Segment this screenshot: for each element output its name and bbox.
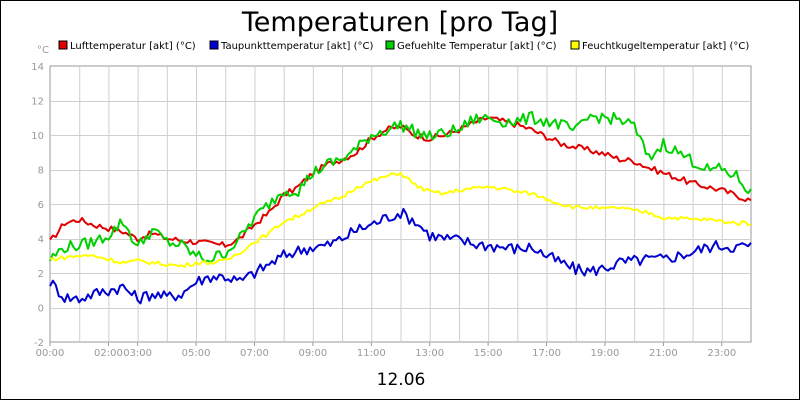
y-tick-label: -2	[34, 338, 44, 349]
series-line	[49, 207, 752, 305]
x-tick-label: 17:00	[532, 348, 561, 359]
y-axis-ticks: -2 0 2 4 6 8 10 12 14	[31, 62, 44, 349]
x-tick-label: 11:00	[357, 348, 386, 359]
x-tick-label: 05:00	[182, 348, 211, 359]
series-line	[49, 171, 752, 268]
y-tick-label: 8	[38, 166, 44, 177]
legend-item: Gefuehlte Temperatur [akt] (°C)	[385, 40, 557, 52]
legend-swatch	[570, 40, 580, 50]
x-tick-label: 07:00	[240, 348, 269, 359]
x-tick-label: 00:00	[36, 348, 65, 359]
plot-area	[49, 110, 752, 305]
legend-label: Lufttemperatur [akt] (°C)	[70, 41, 196, 52]
legend-label: Feuchtkugeltemperatur [akt] (°C)	[582, 41, 749, 52]
legend: Lufttemperatur [akt] (°C) Taupunkttempera…	[58, 40, 749, 52]
legend-item: Taupunkttemperatur [akt] (°C)	[209, 40, 373, 52]
legend-item: Feuchtkugeltemperatur [akt] (°C)	[570, 40, 749, 52]
y-tick-label: 4	[38, 235, 44, 246]
x-tick-label: 13:00	[415, 348, 444, 359]
chart-title: Temperaturen [pro Tag]	[241, 7, 558, 38]
y-tick-label: 2	[38, 269, 44, 280]
legend-label: Taupunkttemperatur [akt] (°C)	[220, 41, 373, 52]
date-label: 12.06	[377, 370, 426, 390]
legend-item: Lufttemperatur [akt] (°C)	[58, 40, 196, 52]
y-tick-label: 14	[31, 62, 44, 73]
legend-swatch	[385, 40, 395, 50]
x-tick-label: 19:00	[591, 348, 620, 359]
legend-swatch	[58, 40, 68, 50]
y-axis-unit-label: °C	[37, 45, 49, 56]
x-tick-label: 02:00	[94, 348, 123, 359]
x-tick-label: 23:00	[707, 348, 736, 359]
y-tick-label: 6	[38, 200, 44, 211]
x-axis-ticks: 00:00 02:00 03:00 05:00 07:00 09:00 11:00 13:00…	[36, 342, 736, 359]
y-tick-label: 10	[31, 131, 44, 142]
x-tick-label: 03:00	[123, 348, 152, 359]
y-tick-label: 12	[31, 97, 44, 108]
legend-swatch	[209, 40, 219, 50]
x-tick-label: 15:00	[474, 348, 503, 359]
x-tick-label: 09:00	[298, 348, 327, 359]
y-tick-label: 0	[38, 304, 44, 315]
x-tick-label: 21:00	[649, 348, 678, 359]
legend-label: Gefuehlte Temperatur [akt] (°C)	[397, 41, 557, 52]
grid	[49, 65, 752, 343]
series-line	[49, 110, 752, 263]
